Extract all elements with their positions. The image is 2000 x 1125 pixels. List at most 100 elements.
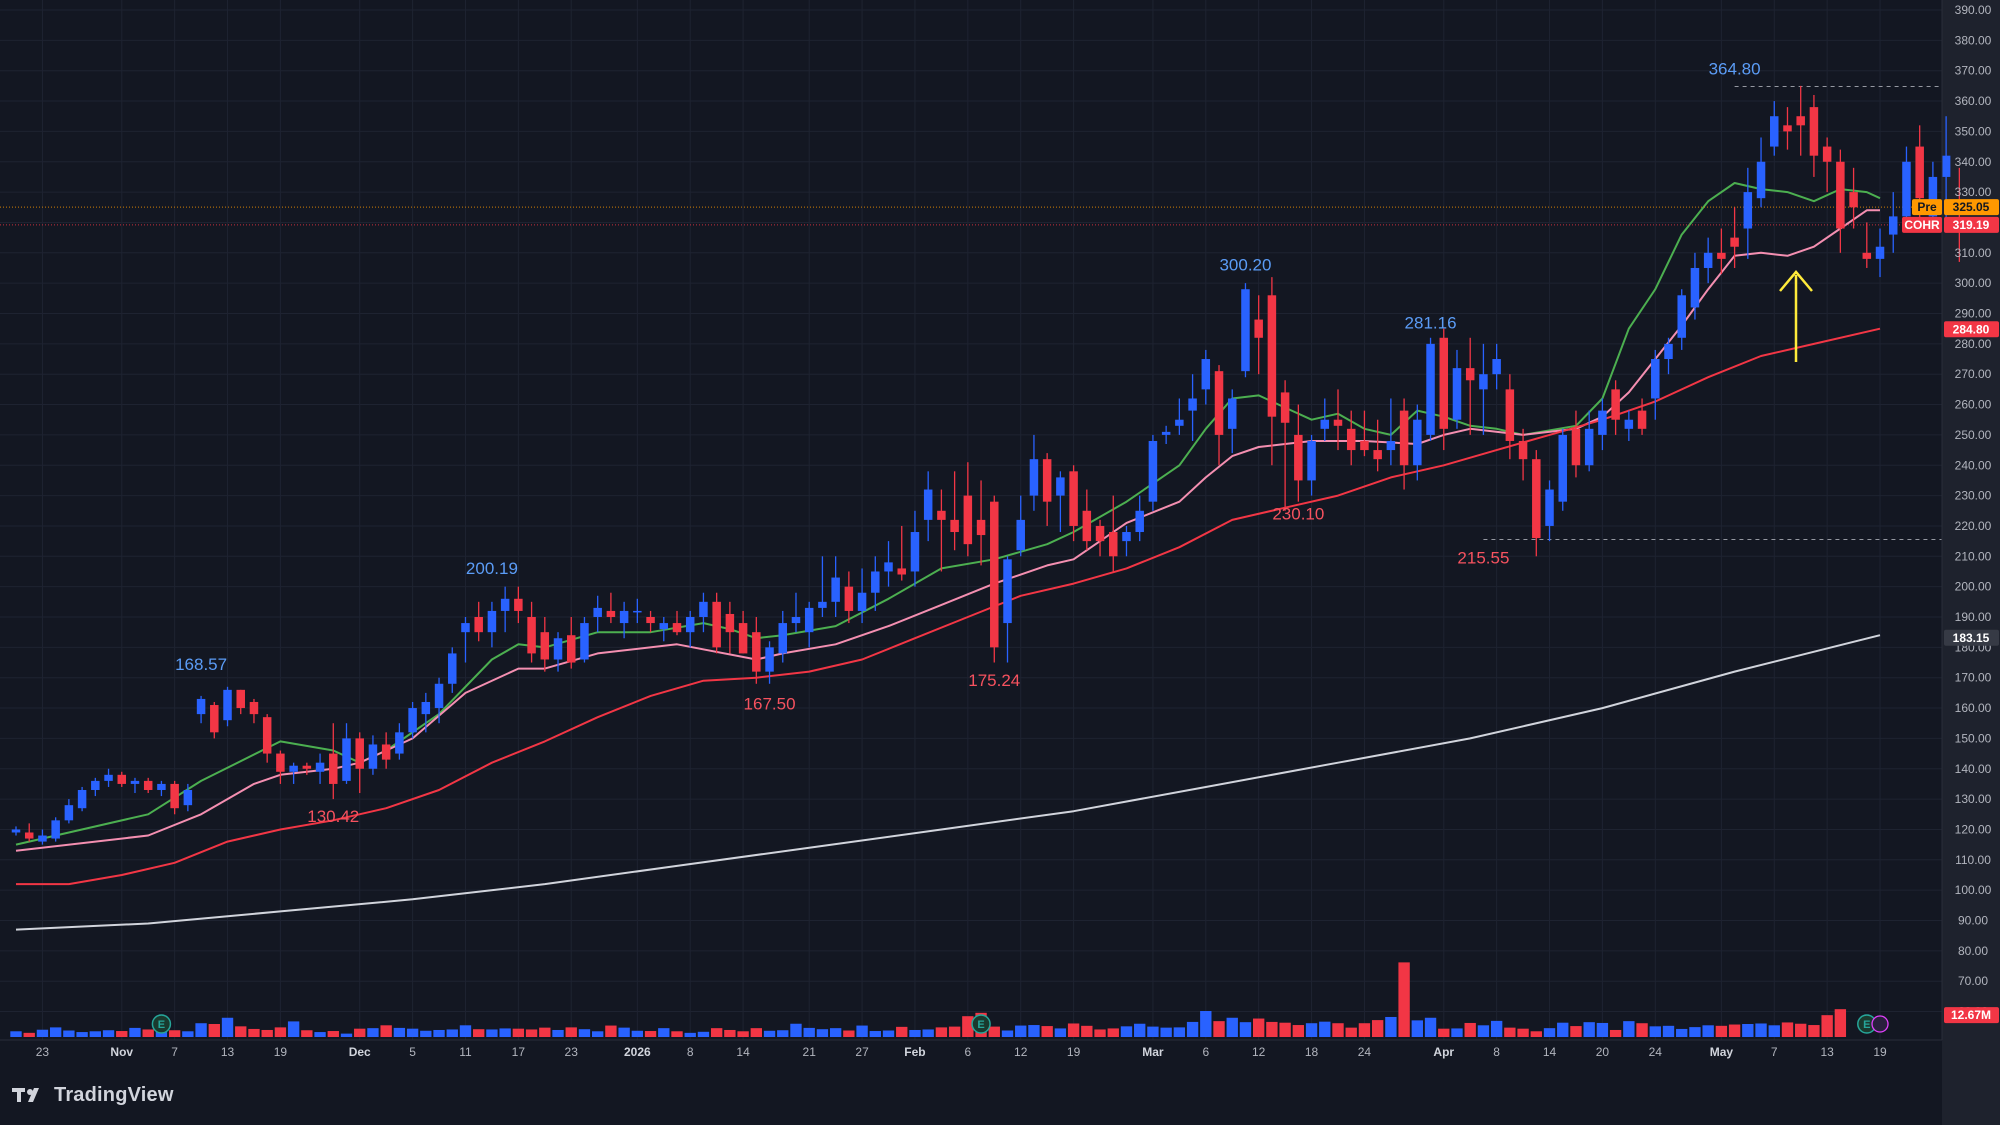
candle-body xyxy=(1584,428,1594,466)
time-tick-label: Feb xyxy=(904,1045,925,1059)
time-tick-label: 19 xyxy=(1067,1045,1081,1059)
volume-bar xyxy=(1570,1026,1582,1037)
candle-body xyxy=(1717,252,1726,259)
candle-body xyxy=(262,717,272,754)
candle-body xyxy=(1783,125,1792,132)
candle-body xyxy=(276,753,285,772)
candle-body xyxy=(1294,434,1303,481)
candle-body xyxy=(368,744,378,769)
candle-body xyxy=(871,571,880,593)
candle-body xyxy=(1386,440,1396,451)
volume-bar xyxy=(1398,962,1410,1037)
volume-bar xyxy=(301,1030,313,1037)
volume-bar xyxy=(763,1030,776,1037)
time-tick-label: 19 xyxy=(274,1045,288,1059)
time-tick-label: 17 xyxy=(512,1045,526,1059)
candle-body xyxy=(51,820,60,839)
candle-body xyxy=(699,601,708,617)
volume-bar xyxy=(1252,1018,1265,1037)
candle-body xyxy=(157,783,166,790)
volume-bar xyxy=(248,1028,260,1037)
volume-bar xyxy=(1583,1022,1595,1037)
candle-body xyxy=(778,623,788,654)
low-label: 230.10 xyxy=(1272,504,1324,523)
price-tag-value-bg xyxy=(1944,216,1999,233)
volume-bar xyxy=(182,1031,194,1037)
candle-body xyxy=(765,647,774,672)
candle-body xyxy=(64,805,74,821)
tradingview-logo-icon xyxy=(12,1088,39,1102)
volume-bar xyxy=(684,1032,696,1037)
candle-body xyxy=(818,601,827,608)
volume-bar xyxy=(1200,1011,1212,1037)
candle-body xyxy=(38,835,47,842)
time-tick-label: 6 xyxy=(1202,1045,1209,1059)
candle-body xyxy=(844,586,854,611)
candle-body xyxy=(1413,419,1422,466)
candle-body xyxy=(196,698,206,715)
volume-bar xyxy=(473,1029,485,1037)
price-tick-label: 350.00 xyxy=(1955,124,1992,138)
candle-body xyxy=(289,765,298,772)
candle-body xyxy=(1479,374,1488,390)
candle-body xyxy=(395,732,404,754)
yellow-arrow xyxy=(1779,270,1813,362)
volume-bar xyxy=(129,1027,141,1037)
candle-body xyxy=(1333,419,1343,426)
earnings-marker-circle xyxy=(971,1014,991,1034)
volume-bar xyxy=(1490,1020,1503,1037)
volume-bar xyxy=(1371,1020,1384,1037)
volume-bar xyxy=(658,1028,670,1037)
volume-bar xyxy=(23,1032,35,1037)
candle-body xyxy=(1042,459,1052,502)
candle-body xyxy=(117,774,127,784)
tradingview-logo[interactable]: TradingView xyxy=(12,1082,174,1108)
volume-bar xyxy=(790,1023,802,1037)
price-tick-label: 210.00 xyxy=(1955,549,1992,563)
time-tick-label: Mar xyxy=(1142,1045,1164,1059)
volume-bar xyxy=(327,1031,339,1037)
time-tick-label: 8 xyxy=(687,1045,694,1059)
price-tick-label: 370.00 xyxy=(1955,64,1992,78)
time-tick-label: 7 xyxy=(171,1045,178,1059)
candle-body xyxy=(1161,431,1171,435)
volume-bar xyxy=(1120,1026,1133,1037)
volume-bar xyxy=(1781,1022,1794,1037)
candle-body xyxy=(342,738,351,781)
candle-body xyxy=(1148,440,1158,502)
time-tick-label: 14 xyxy=(1543,1045,1557,1059)
volume-bar xyxy=(1305,1023,1318,1037)
volume-bar xyxy=(1160,1027,1172,1037)
candle-body xyxy=(923,489,933,520)
price-tick-label: 380.00 xyxy=(1955,33,1992,47)
price-tag-value: 325.05 xyxy=(1953,200,1990,214)
candle-body xyxy=(170,783,179,809)
volume-bar xyxy=(1768,1025,1780,1037)
earnings-marker-circle xyxy=(151,1014,172,1034)
volume-bar xyxy=(1424,1017,1437,1037)
candle-body xyxy=(646,617,655,624)
price-tick-label: 260.00 xyxy=(1955,398,1992,412)
price-axis[interactable]: 390.00 380.00 370.00 360.00 350.00 340.00 330.… xyxy=(1955,3,1992,1019)
candle-body xyxy=(210,705,219,733)
time-axis[interactable]: 23 Nov 7 13 19 Dec 5 11 17 23 2026 8 14 21 27 Feb 6 12 19 M… xyxy=(36,1045,1887,1059)
volume-bar xyxy=(1795,1023,1807,1037)
volume-tag-bg xyxy=(1944,1007,1999,1024)
volume-bar xyxy=(737,1031,749,1037)
dividend-marker xyxy=(1871,1015,1889,1033)
price-tick-label: 230.00 xyxy=(1955,489,1992,503)
price-tick-label: 220.00 xyxy=(1955,519,1992,533)
candle-body xyxy=(976,519,986,536)
candle-body xyxy=(963,495,973,545)
volume-bar xyxy=(433,1029,445,1037)
time-tick-label: 24 xyxy=(1649,1045,1663,1059)
candle-body xyxy=(1822,146,1832,162)
high-label: 364.80 xyxy=(1709,59,1761,78)
volume-bar xyxy=(671,1031,683,1037)
candle-body xyxy=(1452,368,1462,420)
time-tick-label: 11 xyxy=(459,1045,472,1059)
time-tick-label: Dec xyxy=(349,1045,371,1059)
volume-bar xyxy=(1636,1023,1648,1037)
price-tick-label: 290.00 xyxy=(1955,307,1992,321)
